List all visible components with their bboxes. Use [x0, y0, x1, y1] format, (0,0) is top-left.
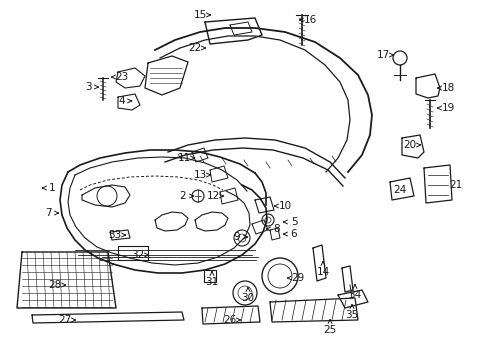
- Text: 5: 5: [290, 217, 297, 227]
- Text: 10: 10: [278, 201, 291, 211]
- Text: 32: 32: [131, 250, 144, 260]
- Text: 4: 4: [119, 96, 125, 106]
- Text: 26: 26: [223, 315, 236, 325]
- Text: 21: 21: [448, 180, 462, 190]
- Text: 19: 19: [441, 103, 454, 113]
- Text: 30: 30: [241, 293, 254, 303]
- Text: 15: 15: [193, 10, 206, 20]
- Text: 25: 25: [323, 325, 336, 335]
- Text: 22: 22: [188, 43, 201, 53]
- Text: 27: 27: [58, 315, 71, 325]
- Text: 35: 35: [345, 310, 358, 320]
- Text: 23: 23: [115, 72, 128, 82]
- Text: 8: 8: [273, 224, 280, 234]
- Text: 17: 17: [376, 50, 389, 60]
- Text: 29: 29: [291, 273, 304, 283]
- Text: 34: 34: [347, 290, 361, 300]
- Text: 2: 2: [179, 191, 186, 201]
- Text: 24: 24: [392, 185, 406, 195]
- Text: 20: 20: [403, 140, 416, 150]
- Text: 7: 7: [44, 208, 51, 218]
- Text: 6: 6: [290, 229, 297, 239]
- Text: 33: 33: [108, 230, 122, 240]
- Text: 13: 13: [193, 170, 206, 180]
- Text: 9: 9: [233, 232, 240, 242]
- Text: 14: 14: [316, 267, 329, 277]
- Text: 11: 11: [177, 153, 190, 163]
- Text: 31: 31: [205, 277, 218, 287]
- Text: 28: 28: [48, 280, 61, 290]
- Text: 16: 16: [303, 15, 316, 25]
- Text: 18: 18: [441, 83, 454, 93]
- Text: 3: 3: [84, 82, 91, 92]
- Text: 1: 1: [49, 183, 55, 193]
- Text: 12: 12: [206, 191, 219, 201]
